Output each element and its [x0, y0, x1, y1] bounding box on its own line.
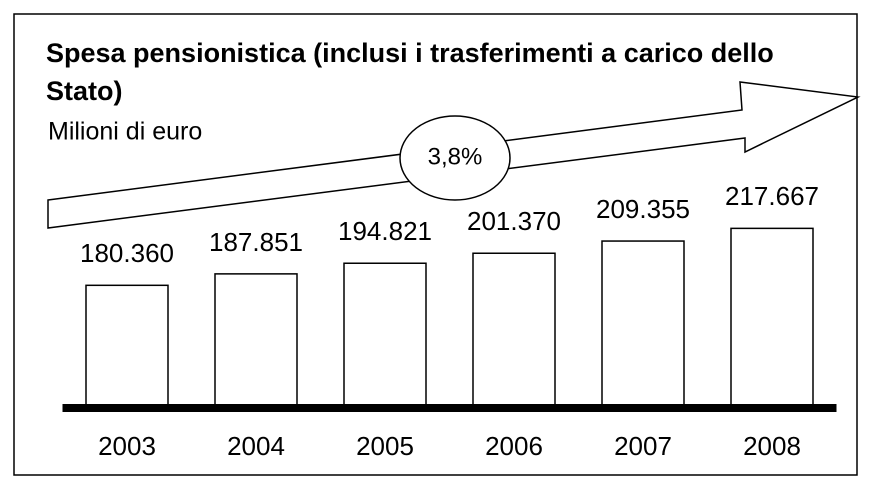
x-tick-label: 2007 [614, 431, 672, 461]
x-tick-label: 2008 [743, 431, 801, 461]
value-label: 209.355 [596, 194, 690, 224]
growth-bubble [399, 115, 511, 201]
title-box: Spesa pensionistica (inclusi i trasferim… [46, 38, 774, 106]
chart-subtitle: Milioni di euro [48, 118, 202, 146]
x-tick-label: 2003 [98, 431, 156, 461]
value-label: 180.360 [80, 238, 174, 268]
value-label: 187.851 [209, 227, 303, 257]
bar [730, 227, 814, 409]
bar [472, 252, 556, 409]
x-tick-label: 2005 [356, 431, 414, 461]
value-label: 201.370 [467, 206, 561, 236]
x-tick-label: 2004 [227, 431, 285, 461]
value-label: 194.821 [338, 216, 432, 246]
value-label: 217.667 [725, 181, 819, 211]
bar [601, 240, 685, 409]
bar [343, 262, 427, 409]
x-tick-label: 2006 [485, 431, 543, 461]
growth-label: 3,8% [428, 143, 483, 170]
bar [214, 273, 298, 409]
bar [85, 284, 169, 409]
chart-title: Spesa pensionistica (inclusi i trasferim… [46, 38, 774, 106]
